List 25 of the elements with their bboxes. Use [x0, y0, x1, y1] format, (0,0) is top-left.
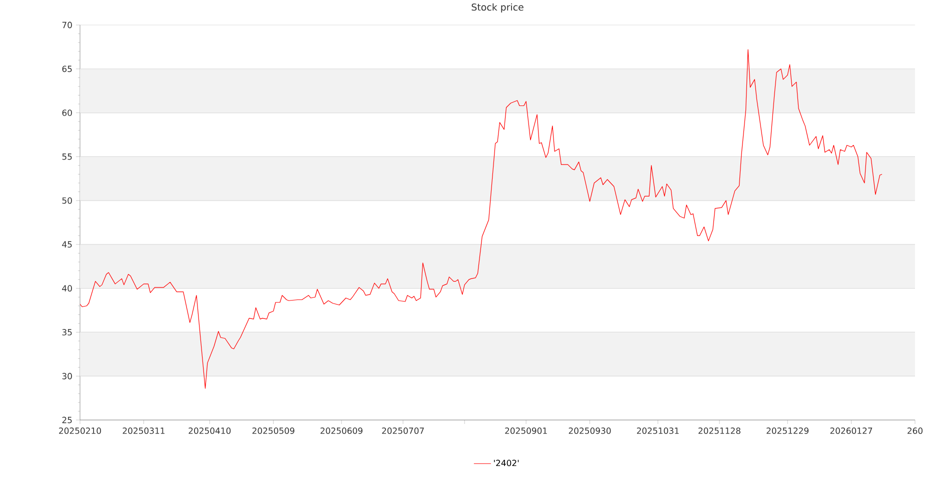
y-tick-label: 35 — [62, 329, 72, 336]
y-tick-label: 45 — [62, 241, 72, 248]
x-tick-label: 20250901 — [505, 428, 547, 434]
y-tick-label: 40 — [62, 285, 72, 292]
x-tick-label: 20250311 — [122, 428, 164, 434]
x-tick-label: 260 — [908, 428, 923, 434]
legend-label: '2402' — [494, 460, 519, 466]
chart-title: Stock price — [472, 3, 524, 12]
x-tick-label: 20251229 — [766, 428, 809, 434]
x-tick-label: 20250210 — [59, 428, 101, 434]
x-tick-label: 20250930 — [568, 428, 611, 434]
y-tick-label: 60 — [62, 110, 72, 116]
y-tick-label: 55 — [62, 154, 72, 160]
y-tick-label: 65 — [62, 66, 72, 72]
y-tick-label: 50 — [62, 197, 72, 204]
x-tick-label: 20260127 — [830, 428, 872, 434]
x-tick-label: 20251031 — [636, 428, 679, 434]
x-tick-label: 20250509 — [252, 428, 294, 434]
x-tick-label: 20251128 — [698, 428, 740, 434]
y-tick-label: 70 — [62, 22, 72, 28]
x-tick-label: 20250609 — [320, 428, 362, 434]
y-tick-label: 25 — [62, 416, 72, 424]
x-tick-label: 20250410 — [188, 428, 231, 434]
x-tick-label: 20250707 — [382, 428, 424, 434]
y-tick-label: 30 — [62, 372, 72, 380]
